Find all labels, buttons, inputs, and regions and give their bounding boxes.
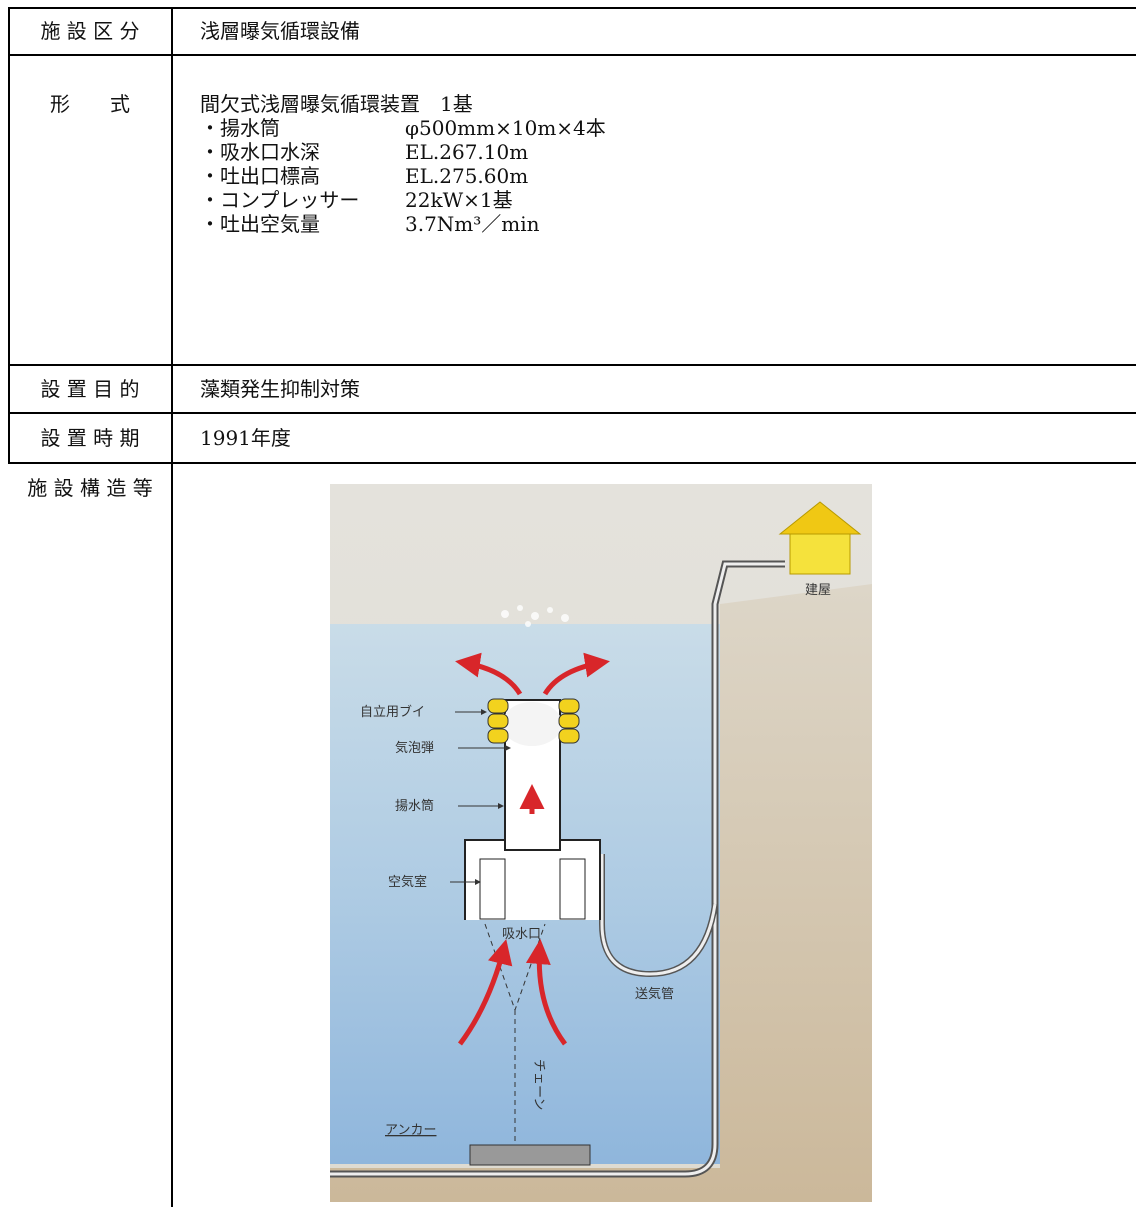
row-text: 藻類発生抑制対策 (200, 377, 360, 401)
rule (8, 7, 1136, 9)
bubble (502, 702, 562, 746)
row-text: 1991年度 (200, 426, 291, 450)
item-name: ・揚水筒 (200, 116, 280, 140)
building (789, 533, 851, 575)
diagram-label: 空気室 (388, 874, 427, 890)
item-value: φ500mm×10m×4本 (405, 116, 606, 140)
diagram-label: 建屋 (805, 583, 831, 598)
diagram-label: 自立用ブイ (360, 704, 425, 720)
item-value: EL.267.10m (405, 140, 529, 164)
diagram-label: 吸水口 (502, 927, 541, 942)
item-name: ・吐出口標高 (200, 164, 320, 188)
pointers (450, 709, 511, 885)
diagram-label: チェーン (531, 1059, 546, 1110)
air-pipe (330, 562, 785, 1176)
row-label: 設 置 目 的 (40, 377, 140, 401)
rule (8, 54, 1136, 56)
row-label: 設 置 時 期 (40, 426, 140, 450)
row-label: 施 設 構 造 等 (27, 476, 153, 500)
item-value: 22kW×1基 (405, 188, 513, 212)
rule (171, 7, 173, 1207)
row-label: 施 設 区 分 (40, 19, 140, 43)
buoys (487, 698, 580, 744)
row-text: 間欠式浅層曝気循環装置 1基 (200, 92, 473, 116)
row-label: 形 式 (50, 92, 130, 116)
rule (8, 364, 1136, 366)
bubbles (501, 605, 569, 627)
diagram-label: 揚水筒 (395, 798, 434, 814)
diagram-label: アンカー (385, 1123, 436, 1138)
chamber-inner (479, 858, 506, 920)
item-value: EL.275.60m (405, 164, 529, 188)
item-value: 3.7Nm³／min (405, 212, 540, 236)
chamber-inner (559, 858, 586, 920)
anchor (469, 1144, 591, 1166)
diagram-label: 送気管 (635, 986, 674, 1002)
rule (8, 412, 1136, 414)
diagram: 自立用ブイ 気泡弾 揚水筒 空気室 吸水口 送気管 チェーン アンカー 建屋 (330, 484, 872, 1202)
diagram-label: 気泡弾 (395, 740, 434, 756)
ground (330, 584, 872, 1202)
air-hose (600, 854, 717, 976)
item-name: ・吐出空気量 (200, 212, 320, 236)
rule (8, 7, 10, 463)
rule (8, 462, 1136, 464)
flow-arrows (455, 652, 610, 1046)
item-name: ・コンプレッサー (200, 188, 360, 212)
item-name: ・吸水口水深 (200, 140, 320, 164)
row-text: 浅層曝気循環設備 (200, 19, 360, 43)
